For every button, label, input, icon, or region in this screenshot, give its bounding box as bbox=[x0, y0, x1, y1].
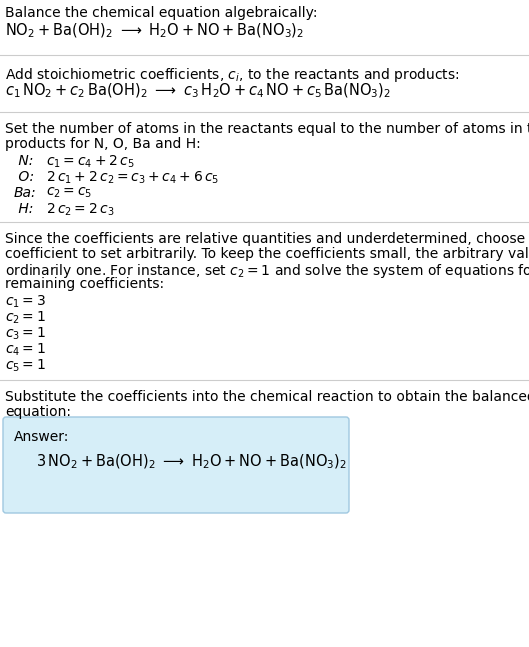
Text: $3\,\mathrm{NO_2} + \mathrm{Ba(OH)_2}\ \longrightarrow\ \mathrm{H_2O} + \mathrm{: $3\,\mathrm{NO_2} + \mathrm{Ba(OH)_2}\ \… bbox=[36, 453, 347, 472]
Text: remaining coefficients:: remaining coefficients: bbox=[5, 277, 164, 291]
Text: $c_1 = 3$: $c_1 = 3$ bbox=[5, 294, 46, 311]
Text: $c_2 = c_5$: $c_2 = c_5$ bbox=[46, 186, 92, 201]
Text: $2\,c_2 = 2\,c_3$: $2\,c_2 = 2\,c_3$ bbox=[46, 202, 114, 219]
FancyBboxPatch shape bbox=[3, 417, 349, 513]
Text: products for N, O, Ba and H:: products for N, O, Ba and H: bbox=[5, 137, 200, 151]
Text: $c_5 = 1$: $c_5 = 1$ bbox=[5, 358, 46, 375]
Text: Balance the chemical equation algebraically:: Balance the chemical equation algebraica… bbox=[5, 6, 317, 20]
Text: H:: H: bbox=[14, 202, 33, 216]
Text: $2\,c_1 + 2\,c_2 = c_3 + c_4 + 6\,c_5$: $2\,c_1 + 2\,c_2 = c_3 + c_4 + 6\,c_5$ bbox=[46, 170, 219, 186]
Text: N:: N: bbox=[14, 154, 33, 168]
Text: Answer:: Answer: bbox=[14, 430, 69, 444]
Text: $\mathrm{NO_2 + Ba(OH)_2 \ \longrightarrow \ H_2O + NO + Ba(NO_3)_2}$: $\mathrm{NO_2 + Ba(OH)_2 \ \longrightarr… bbox=[5, 22, 304, 40]
Text: Ba:: Ba: bbox=[14, 186, 37, 200]
Text: equation:: equation: bbox=[5, 405, 71, 419]
Text: Since the coefficients are relative quantities and underdetermined, choose a: Since the coefficients are relative quan… bbox=[5, 232, 529, 246]
Text: ordinarily one. For instance, set $c_2 = 1$ and solve the system of equations fo: ordinarily one. For instance, set $c_2 =… bbox=[5, 262, 529, 280]
Text: Add stoichiometric coefficients, $c_i$, to the reactants and products:: Add stoichiometric coefficients, $c_i$, … bbox=[5, 66, 460, 84]
Text: $c_4 = 1$: $c_4 = 1$ bbox=[5, 342, 46, 358]
Text: Substitute the coefficients into the chemical reaction to obtain the balanced: Substitute the coefficients into the che… bbox=[5, 390, 529, 404]
Text: $c_2 = 1$: $c_2 = 1$ bbox=[5, 310, 46, 326]
Text: $c_1\,\mathrm{NO_2} + c_2\,\mathrm{Ba(OH)_2}\ \longrightarrow\ c_3\,\mathrm{H_2O: $c_1\,\mathrm{NO_2} + c_2\,\mathrm{Ba(OH… bbox=[5, 82, 391, 100]
Text: O:: O: bbox=[14, 170, 34, 184]
Text: Set the number of atoms in the reactants equal to the number of atoms in the: Set the number of atoms in the reactants… bbox=[5, 122, 529, 136]
Text: coefficient to set arbitrarily. To keep the coefficients small, the arbitrary va: coefficient to set arbitrarily. To keep … bbox=[5, 247, 529, 261]
Text: $c_1 = c_4 + 2\,c_5$: $c_1 = c_4 + 2\,c_5$ bbox=[46, 154, 134, 170]
Text: $c_3 = 1$: $c_3 = 1$ bbox=[5, 326, 46, 342]
